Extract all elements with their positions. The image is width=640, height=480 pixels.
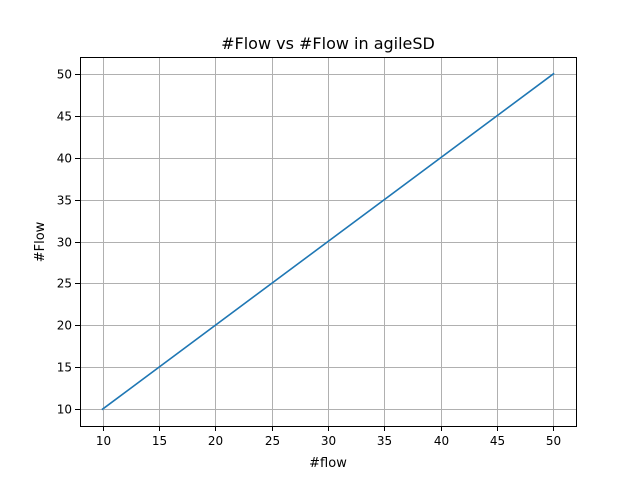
y-tick-label: 35	[57, 194, 72, 208]
y-axis: 10 15 20 25 30 35 40 45 50	[57, 68, 80, 417]
y-axis-label: #Flow	[33, 221, 48, 262]
x-axis: 10 15 20 25 30 35 40 45 50	[96, 426, 561, 448]
x-tick-label: 30	[321, 434, 336, 448]
y-tick-label: 40	[57, 152, 72, 166]
x-tick-label: 15	[152, 434, 167, 448]
y-tick-label: 10	[57, 403, 72, 417]
x-axis-label: #flow	[309, 456, 347, 471]
x-tick-label: 25	[265, 434, 280, 448]
y-tick-label: 15	[57, 361, 72, 375]
grid	[80, 57, 576, 426]
x-tick-label: 35	[377, 434, 392, 448]
series-layer	[101, 72, 555, 411]
y-tick-label: 45	[57, 110, 72, 124]
y-tick-label: 20	[57, 319, 72, 333]
y-tick-label: 25	[57, 277, 72, 291]
x-tick-label: 50	[546, 434, 561, 448]
x-tick-label: 40	[434, 434, 449, 448]
x-tick-label: 45	[490, 434, 505, 448]
x-tick-label: 10	[96, 434, 111, 448]
chart-title: #Flow vs #Flow in agileSD	[221, 34, 435, 53]
y-tick-label: 50	[57, 68, 72, 82]
y-tick-label: 30	[57, 236, 72, 250]
x-tick-label: 20	[208, 434, 223, 448]
series-line-0	[101, 72, 555, 411]
